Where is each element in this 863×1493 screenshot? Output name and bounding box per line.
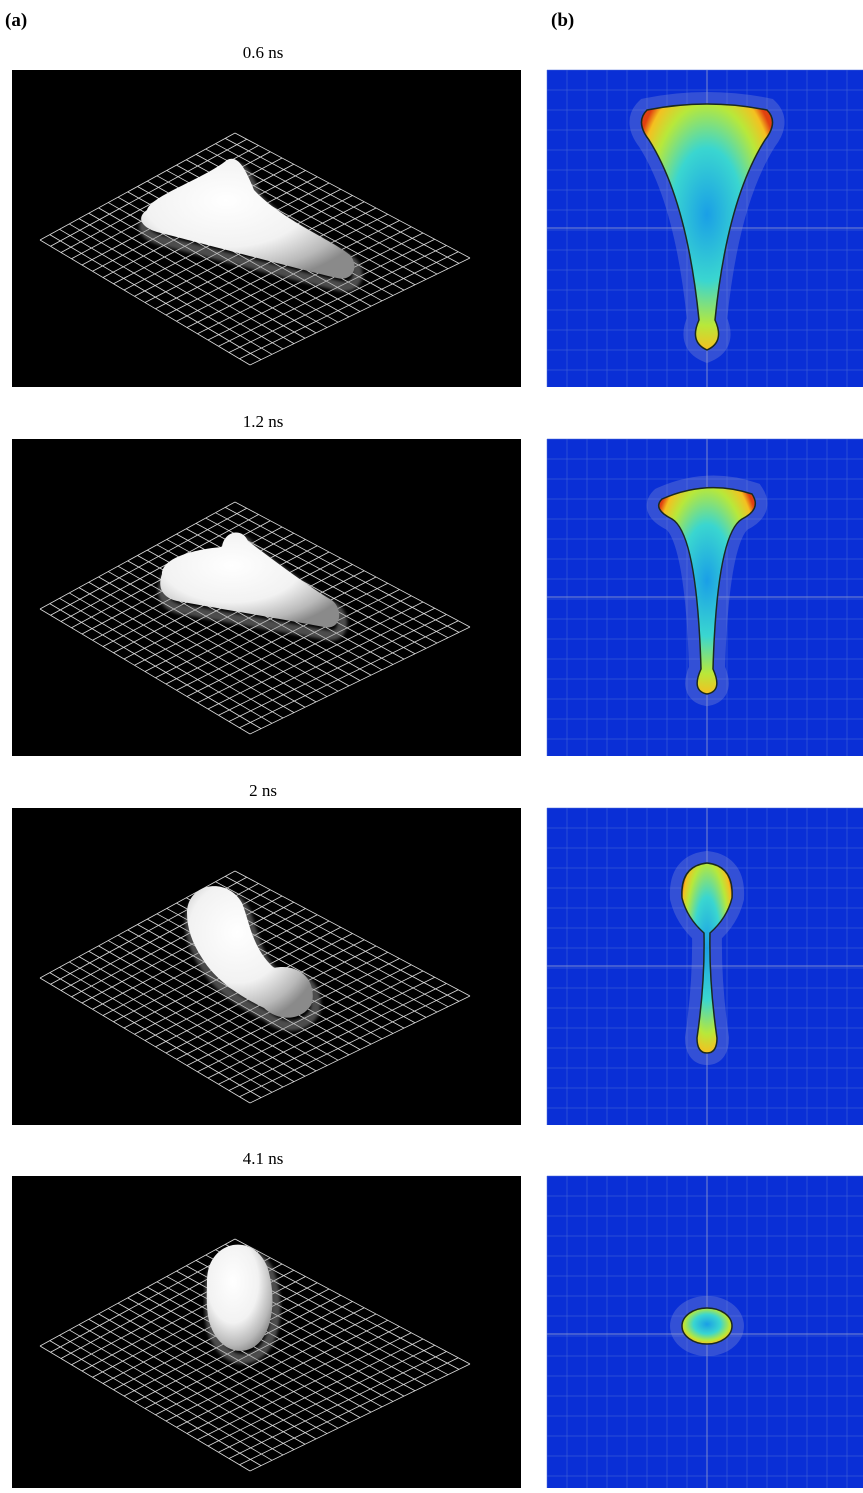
panel-label: (a) [5,10,27,31]
mesh-line [218,976,435,1085]
mesh-line [218,238,435,347]
droplet-section [681,1307,733,1345]
mesh-line [239,620,459,729]
section-view [546,69,863,387]
mesh-line [215,143,449,270]
surface-view [12,808,521,1125]
mesh-line [166,1276,394,1402]
panel-label: (b) [551,10,574,31]
section-view [546,438,863,756]
surface-view [12,1176,521,1488]
mesh-line [239,251,459,360]
mesh-line [155,1307,365,1416]
mesh-line [249,626,471,735]
mesh-line [176,582,388,691]
droplet-section [640,103,774,351]
mesh-line [249,257,471,366]
mesh-line [197,1332,412,1441]
mesh-line [234,870,471,997]
mesh-line [165,576,377,685]
droplet-section [657,486,757,695]
mesh-line [218,607,435,716]
droplet [160,532,340,628]
droplet-section [681,862,733,1054]
mesh-line [218,1344,435,1453]
mesh-line [239,1357,459,1466]
time-label: 2 ns [249,781,277,800]
time-label: 1.2 ns [243,412,284,431]
mesh-line [234,132,471,259]
mesh-line [249,995,471,1104]
mesh-line [234,1238,471,1365]
mesh-line [186,589,400,697]
mesh-line [228,245,447,353]
surface-view [12,70,521,387]
mesh-line [176,1319,388,1428]
mesh-line [228,614,447,722]
mesh-line [207,970,424,1079]
section-view [546,807,863,1125]
time-label: 0.6 ns [243,43,284,62]
mesh-line [207,601,424,710]
mesh-line [228,1351,447,1459]
time-label: 4.1 ns [243,1149,284,1168]
mesh-line [165,1313,377,1422]
mesh-line [207,232,424,341]
mesh-line [225,875,460,1002]
mesh-line [186,1326,400,1434]
droplet [187,886,313,1018]
droplet [141,158,355,279]
mesh-line [225,506,460,633]
mesh-line [215,512,449,639]
droplet [206,1244,273,1351]
mesh-line [249,1363,471,1472]
mesh-line [239,989,459,1098]
mesh-line [215,881,449,1008]
mesh-line [197,595,412,704]
surface-view [12,439,521,756]
mesh-line [225,137,460,264]
mesh-line [234,501,471,628]
mesh-line [228,983,447,1091]
section-view [546,1175,863,1488]
mesh-line [207,1338,424,1447]
